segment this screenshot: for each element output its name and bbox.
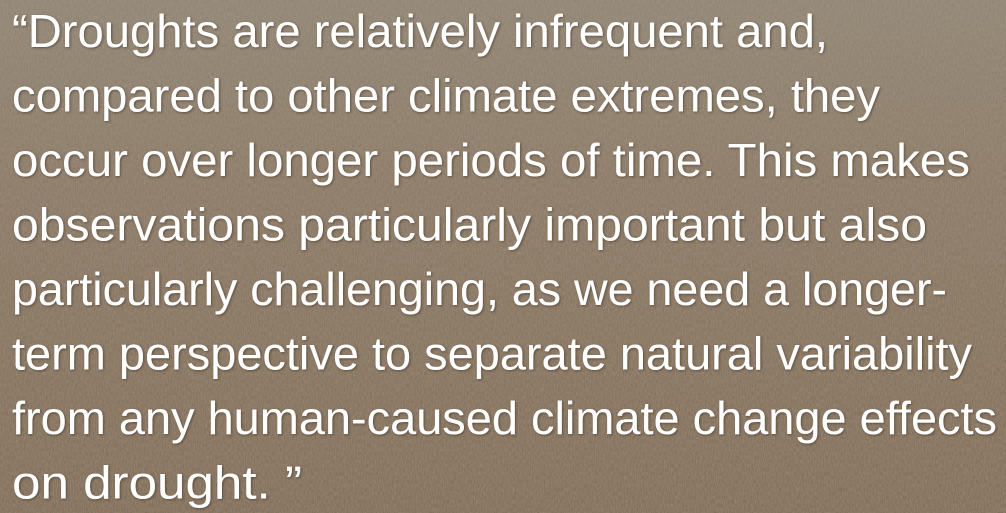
- quote-line: occur over longer periods of time. This …: [12, 134, 970, 186]
- quote-line: from any human-caused climate change eff…: [12, 392, 997, 444]
- quote-line: observations particularly important but …: [12, 199, 927, 251]
- quote-line: on drought. ”: [12, 457, 302, 509]
- quote-line: compared to other climate extremes, they: [12, 70, 880, 122]
- quote-text: “Droughts are relatively infrequent and,…: [12, 5, 997, 509]
- quote-line: particularly challenging, as we need a l…: [12, 263, 947, 315]
- quote-line: term perspective to separate natural var…: [12, 328, 972, 380]
- quote-line: “Droughts are relatively infrequent and,: [12, 5, 828, 57]
